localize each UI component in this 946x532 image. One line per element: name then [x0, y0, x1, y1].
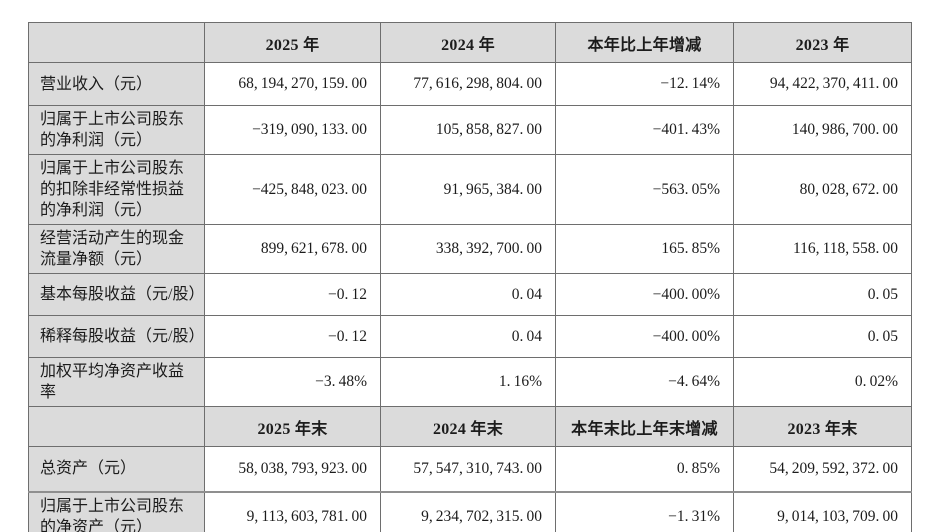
value-cell: −0. 12 — [204, 315, 381, 358]
value-cell: 1. 16% — [380, 357, 556, 407]
value-cell: 0. 04 — [380, 315, 556, 358]
header-cell-2025-end: 2025 年末 — [204, 406, 381, 447]
value-cell: 91, 965, 384. 00 — [380, 154, 556, 225]
financial-summary-table: 2025 年 2024 年 本年比上年增减 2023 年 营业收入（元） 68,… — [28, 22, 912, 532]
header-cell-2024: 2024 年 — [380, 22, 556, 63]
header-row-period: 2025 年 2024 年 本年比上年增减 2023 年 — [28, 22, 912, 63]
table-row-net-profit: 归属于上市公司股东的净利润（元） −319, 090, 133. 00 105,… — [28, 105, 912, 155]
value-cell: 338, 392, 700. 00 — [380, 224, 556, 274]
value-cell: 0. 05 — [733, 315, 912, 358]
value-cell: 140, 986, 700. 00 — [733, 105, 912, 155]
value-cell: 165. 85% — [555, 224, 734, 274]
row-label: 基本每股收益（元/股） — [28, 273, 205, 316]
header-cell-2025: 2025 年 — [204, 22, 381, 63]
header-cell-2023-end: 2023 年末 — [733, 406, 912, 447]
value-cell: 94, 422, 370, 411. 00 — [733, 62, 912, 106]
row-label: 归属于上市公司股东的净资产（元） — [28, 490, 205, 532]
table-row-basic-eps: 基本每股收益（元/股） −0. 12 0. 04 −400. 00% 0. 05 — [28, 273, 912, 316]
table-row-operating-cash-flow: 经营活动产生的现金流量净额（元） 899, 621, 678. 00 338, … — [28, 224, 912, 274]
value-cell: 68, 194, 270, 159. 00 — [204, 62, 381, 106]
header-cell-2024-end: 2024 年末 — [380, 406, 556, 447]
value-cell: 77, 616, 298, 804. 00 — [380, 62, 556, 106]
row-label: 稀释每股收益（元/股） — [28, 315, 205, 358]
table-row-diluted-eps: 稀释每股收益（元/股） −0. 12 0. 04 −400. 00% 0. 05 — [28, 315, 912, 358]
table-row-net-profit-excl-nonrecurring: 归属于上市公司股东的扣除非经常性损益的净利润（元） −425, 848, 023… — [28, 154, 912, 225]
row-label: 加权平均净资产收益率 — [28, 357, 205, 407]
value-cell: −425, 848, 023. 00 — [204, 154, 381, 225]
value-cell: −400. 00% — [555, 273, 734, 316]
value-cell: 9, 014, 103, 709. 00 — [733, 490, 912, 532]
value-cell: 58, 038, 793, 923. 00 — [204, 446, 381, 492]
value-cell: 0. 02% — [733, 357, 912, 407]
value-cell: 0. 04 — [380, 273, 556, 316]
row-label: 归属于上市公司股东的净利润（元） — [28, 105, 205, 155]
table-row-revenue: 营业收入（元） 68, 194, 270, 159. 00 77, 616, 2… — [28, 62, 912, 106]
header-row-period-end: 2025 年末 2024 年末 本年末比上年末增减 2023 年末 — [28, 406, 912, 447]
table-row-net-assets: 归属于上市公司股东的净资产（元） 9, 113, 603, 781. 00 9,… — [28, 490, 912, 532]
value-cell: −0. 12 — [204, 273, 381, 316]
value-cell: −1. 31% — [555, 490, 734, 532]
value-cell: 57, 547, 310, 743. 00 — [380, 446, 556, 492]
table-row-total-assets: 总资产（元） 58, 038, 793, 923. 00 57, 547, 31… — [28, 446, 912, 492]
value-cell: 9, 113, 603, 781. 00 — [204, 490, 381, 532]
value-cell: 54, 209, 592, 372. 00 — [733, 446, 912, 492]
header-cell-empty — [28, 22, 205, 63]
value-cell: 9, 234, 702, 315. 00 — [380, 490, 556, 532]
value-cell: −319, 090, 133. 00 — [204, 105, 381, 155]
value-cell: 105, 858, 827. 00 — [380, 105, 556, 155]
row-label: 经营活动产生的现金流量净额（元） — [28, 224, 205, 274]
value-cell: −12. 14% — [555, 62, 734, 106]
value-cell: −400. 00% — [555, 315, 734, 358]
row-label: 归属于上市公司股东的扣除非经常性损益的净利润（元） — [28, 154, 205, 225]
header-cell-2023: 2023 年 — [733, 22, 912, 63]
value-cell: −4. 64% — [555, 357, 734, 407]
value-cell: 0. 05 — [733, 273, 912, 316]
header-cell-yoy-change: 本年比上年增减 — [555, 22, 734, 63]
value-cell: −3. 48% — [204, 357, 381, 407]
table-row-weighted-avg-roe: 加权平均净资产收益率 −3. 48% 1. 16% −4. 64% 0. 02% — [28, 357, 912, 407]
value-cell: −401. 43% — [555, 105, 734, 155]
row-label: 营业收入（元） — [28, 62, 205, 106]
value-cell: 116, 118, 558. 00 — [733, 224, 912, 274]
header-cell-empty — [28, 406, 205, 447]
value-cell: 80, 028, 672. 00 — [733, 154, 912, 225]
value-cell: −563. 05% — [555, 154, 734, 225]
row-label: 总资产（元） — [28, 446, 205, 492]
header-cell-yoy-end-change: 本年末比上年末增减 — [555, 406, 734, 447]
value-cell: 899, 621, 678. 00 — [204, 224, 381, 274]
value-cell: 0. 85% — [555, 446, 734, 492]
